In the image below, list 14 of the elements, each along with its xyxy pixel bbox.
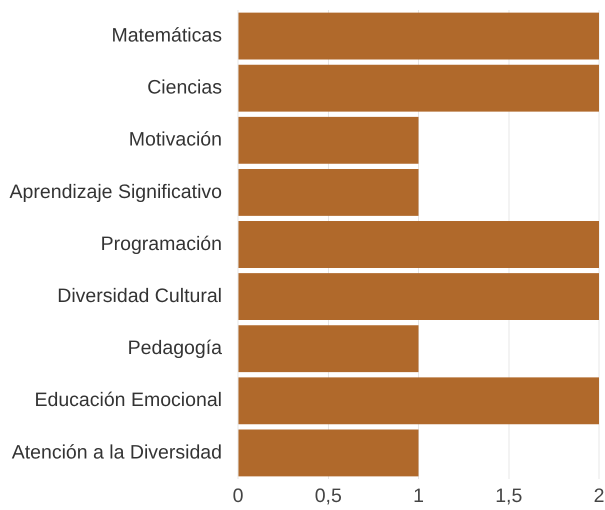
x-tick-label: 1,5: [495, 485, 522, 508]
y-tick-label: Matemáticas: [111, 24, 222, 46]
y-tick-label: Pedagogía: [128, 337, 222, 360]
y-tick-label: Atención a la Diversidad: [12, 441, 222, 464]
x-tick-label: 0,5: [314, 485, 342, 508]
y-tick-label: Ciencias: [147, 76, 222, 99]
y-tick-label: Motivación: [128, 128, 222, 151]
x-tick-label: 2: [594, 485, 604, 508]
y-tick-label: Diversidad Cultural: [57, 284, 222, 307]
y-tick-label: Aprendizaje Significativo: [10, 180, 222, 203]
x-tick-label: 0: [232, 485, 244, 508]
x-tick-label: 1: [413, 485, 424, 508]
y-tick-label: Educación Emocional: [34, 389, 222, 412]
y-tick-label: Programación: [100, 232, 222, 255]
